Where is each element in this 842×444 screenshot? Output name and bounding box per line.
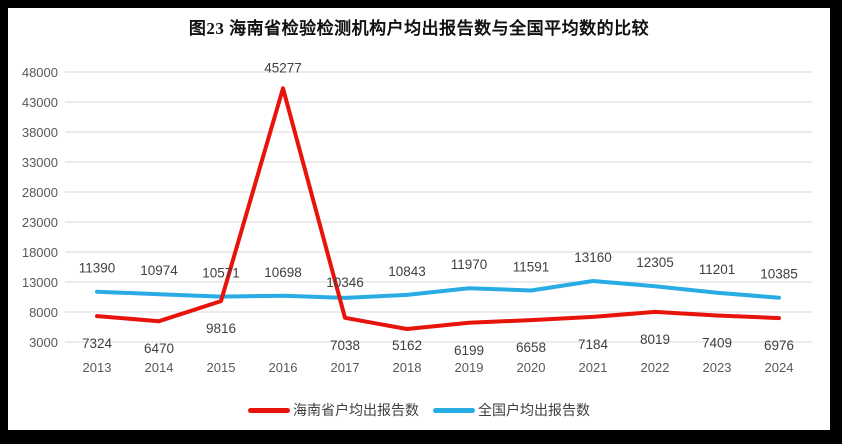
data-label: 10974 xyxy=(140,263,178,278)
y-axis-tick-label: 33000 xyxy=(22,155,58,170)
data-label: 7184 xyxy=(578,337,609,352)
x-axis-tick-label: 2018 xyxy=(393,360,422,375)
data-label: 10571 xyxy=(202,266,240,281)
chart-legend: 海南省户均出报告数 全国户均出报告数 xyxy=(8,400,830,420)
data-label: 6976 xyxy=(764,338,794,353)
data-label: 10346 xyxy=(326,275,364,290)
legend-label-national: 全国户均出报告数 xyxy=(478,402,590,418)
data-label: 8019 xyxy=(640,332,670,347)
data-label: 13160 xyxy=(574,250,612,265)
x-axis-tick-label: 2019 xyxy=(455,360,484,375)
data-label: 7409 xyxy=(702,336,732,351)
y-axis-tick-label: 43000 xyxy=(22,95,58,110)
data-label: 9816 xyxy=(206,321,236,336)
x-axis-tick-label: 2020 xyxy=(517,360,546,375)
x-axis-tick-label: 2014 xyxy=(145,360,174,375)
data-label: 45277 xyxy=(264,60,302,75)
legend-swatch-hainan-line xyxy=(248,407,290,413)
data-label: 11970 xyxy=(451,257,488,272)
data-label: 10698 xyxy=(264,265,302,280)
chart-canvas: 图23 海南省检验检测机构户均出报告数与全国平均数的比较 3000 8000 130… xyxy=(8,8,830,430)
series-line-hainan xyxy=(95,86,781,331)
chart-svg: 3000 8000 13000 18000 23000 28000 33000 38000 43… xyxy=(22,60,812,375)
legend-item-national: 全国户均出报告数 xyxy=(433,400,590,420)
y-axis-tick-label: 28000 xyxy=(22,185,58,200)
y-axis-tick-label: 13000 xyxy=(22,275,58,290)
data-label: 7324 xyxy=(82,336,113,351)
data-label: 11201 xyxy=(699,262,736,277)
x-axis-tick-label: 2024 xyxy=(765,360,794,375)
y-axis-tick-label: 48000 xyxy=(22,65,58,80)
data-label: 5162 xyxy=(392,338,422,353)
legend-swatch-national-line xyxy=(433,407,475,413)
data-label: 6658 xyxy=(516,340,546,355)
data-label: 10843 xyxy=(388,264,426,279)
y-axis-tick-label: 8000 xyxy=(29,305,58,320)
y-axis-tick-label: 23000 xyxy=(22,215,58,230)
data-label: 11390 xyxy=(79,261,116,276)
y-axis-tick-label: 18000 xyxy=(22,245,58,260)
data-label: 10385 xyxy=(760,267,798,282)
x-axis-tick-label: 2023 xyxy=(703,360,732,375)
legend-label-hainan: 海南省户均出报告数 xyxy=(293,402,419,418)
data-label: 12305 xyxy=(636,255,674,270)
series-line-national xyxy=(95,279,781,300)
y-axis-tick-label: 3000 xyxy=(29,335,58,350)
x-axis-tick-label: 2017 xyxy=(331,360,360,375)
legend-item-hainan: 海南省户均出报告数 xyxy=(248,400,419,420)
x-axis-tick-label: 2022 xyxy=(641,360,670,375)
chart-title: 图23 海南省检验检测机构户均出报告数与全国平均数的比较 xyxy=(188,19,650,38)
data-label: 6199 xyxy=(454,343,484,358)
x-axis-tick-label: 2015 xyxy=(207,360,236,375)
data-label: 11591 xyxy=(513,259,550,274)
x-axis-tick-label: 2013 xyxy=(83,360,112,375)
data-label: 6470 xyxy=(144,341,174,356)
x-axis-tick-label: 2021 xyxy=(579,360,608,375)
data-label: 7038 xyxy=(330,338,360,353)
y-axis-tick-label: 38000 xyxy=(22,125,58,140)
x-axis-tick-label: 2016 xyxy=(269,360,298,375)
